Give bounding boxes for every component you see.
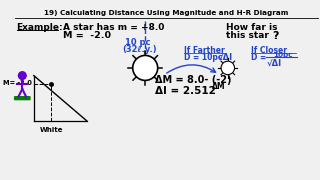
Text: If Farther: If Farther [184, 46, 224, 55]
Text: How far is: How far is [226, 23, 277, 32]
Text: M =  -2.0: M = -2.0 [63, 31, 111, 40]
Text: - (-2): - (-2) [201, 75, 231, 85]
Text: ?: ? [272, 31, 278, 41]
Text: √ΔI: √ΔI [217, 53, 232, 62]
Text: √ΔI: √ΔI [266, 58, 281, 67]
Text: A star has m = +8.0: A star has m = +8.0 [63, 23, 164, 32]
Text: Example:: Example: [17, 23, 63, 32]
Text: White: White [39, 127, 63, 133]
Text: ΔI = 2.512: ΔI = 2.512 [155, 86, 216, 96]
FancyArrowPatch shape [167, 65, 216, 73]
Text: M= -2.0: M= -2.0 [3, 80, 32, 86]
Text: If Closer: If Closer [251, 46, 287, 55]
Text: ΔM: ΔM [212, 82, 226, 91]
Text: D =: D = [251, 53, 266, 62]
Text: 10pc: 10pc [273, 52, 292, 58]
Text: 19) Calculating Distance Using Magnitude and H-R Diagram: 19) Calculating Distance Using Magnitude… [44, 10, 289, 16]
Circle shape [221, 61, 235, 75]
Text: (32ℓ.y.): (32ℓ.y.) [122, 45, 157, 54]
Circle shape [133, 55, 158, 80]
Circle shape [19, 72, 26, 79]
Text: this star: this star [226, 31, 269, 40]
Text: D = 10pc: D = 10pc [184, 53, 222, 62]
Text: ΔM = 8.0: ΔM = 8.0 [155, 75, 204, 85]
FancyBboxPatch shape [15, 97, 30, 100]
Text: 10 pc: 10 pc [125, 38, 150, 47]
